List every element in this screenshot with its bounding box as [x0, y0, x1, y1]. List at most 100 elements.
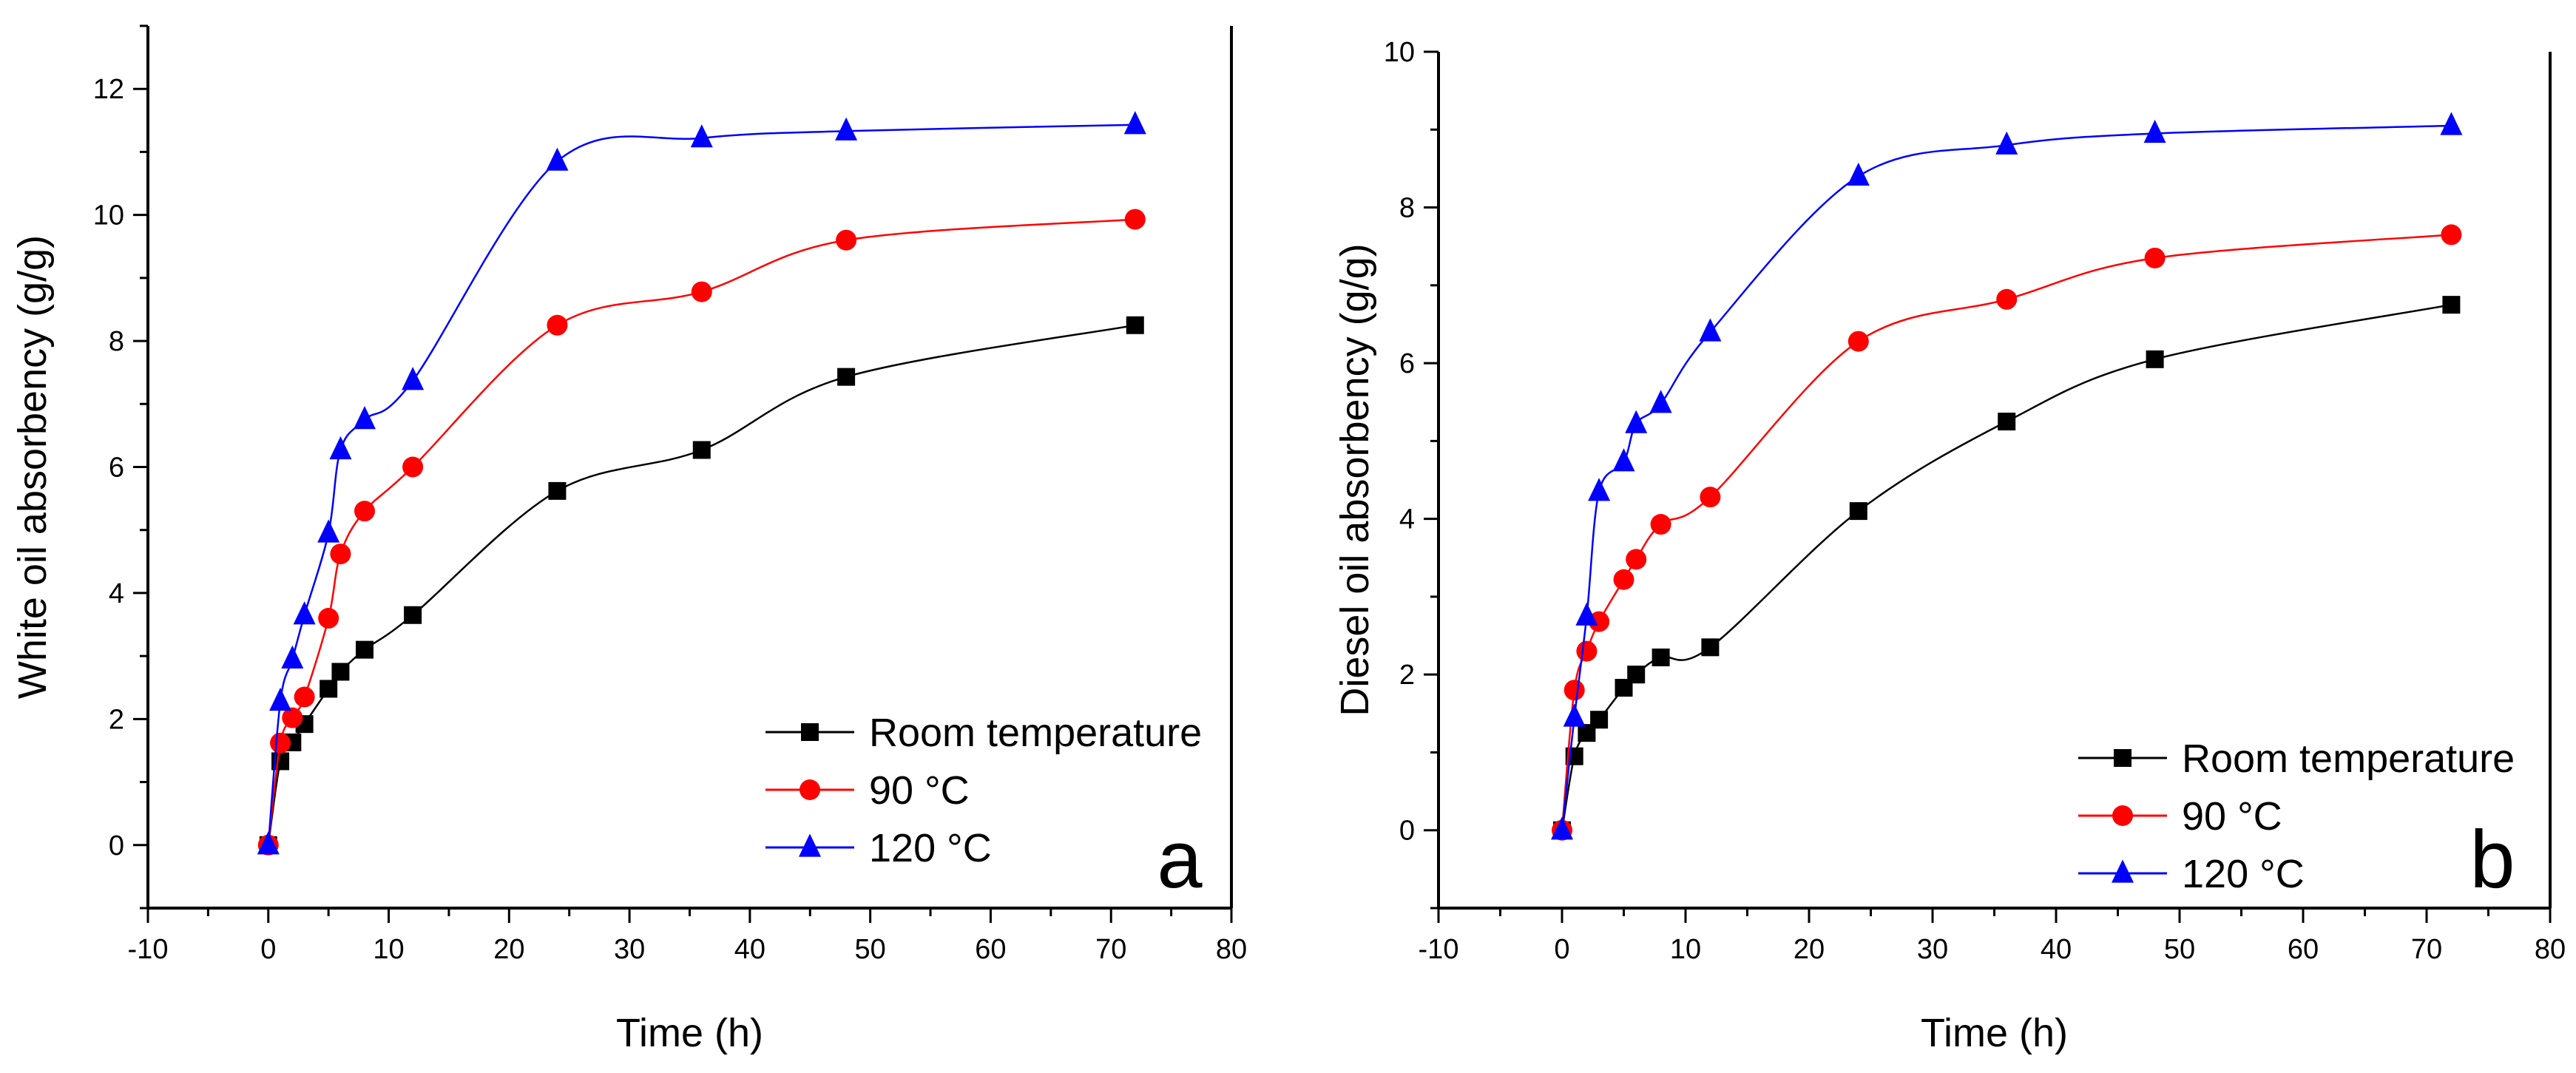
legend: Room temperature 90 °C 120 °C: [2078, 737, 2515, 896]
data-point: [269, 687, 292, 711]
data-point: [547, 314, 568, 336]
y-tick-label: 10: [93, 200, 124, 231]
x-tick-label: 40: [734, 934, 765, 965]
series-line: [1561, 124, 2452, 830]
data-point: [2143, 119, 2166, 143]
data-point: [691, 281, 712, 302]
data-point: [1626, 549, 1647, 570]
legend-marker: [801, 723, 819, 741]
data-point: [2146, 350, 2164, 368]
legend: Room temperature 90 °C 120 °C: [765, 711, 1202, 870]
x-tick-label: 20: [1794, 934, 1825, 965]
x-tick-label: 60: [975, 934, 1006, 965]
x-tick-label: 30: [1917, 934, 1948, 965]
data-point: [1563, 703, 1586, 727]
legend-marker: [2112, 805, 2133, 826]
x-tick-label: 50: [855, 934, 886, 965]
x-tick-label: 80: [2535, 934, 2566, 965]
data-point: [1996, 288, 2018, 310]
y-axis-title: White oil absorbency (g/g): [10, 235, 55, 699]
data-point: [2441, 224, 2462, 246]
panel-label: b: [2469, 814, 2515, 905]
x-tick-label: 30: [614, 934, 645, 965]
legend-label: 120 °C: [2182, 852, 2305, 896]
data-point: [1576, 640, 1598, 662]
data-point: [402, 456, 424, 478]
data-point: [257, 831, 280, 855]
y-tick-label: 6: [109, 453, 124, 484]
y-tick-label: 6: [1399, 348, 1415, 379]
data-point: [329, 436, 352, 460]
x-tick-label: 70: [1095, 934, 1126, 965]
data-point: [1563, 680, 1585, 701]
y-tick-label: 4: [1399, 504, 1415, 535]
panel-label: a: [1157, 814, 1203, 905]
data-point: [1124, 209, 1146, 230]
data-point: [692, 441, 711, 459]
series-1: [257, 209, 1146, 856]
data-point: [1612, 448, 1635, 472]
legend-label: 90 °C: [2182, 794, 2282, 839]
y-tick-label: 12: [93, 74, 124, 105]
legend-marker: [2114, 749, 2132, 767]
data-point: [317, 519, 340, 543]
x-axis-title: Time (h): [1921, 1011, 2068, 1055]
data-point: [330, 544, 351, 565]
x-tick-label: 10: [373, 934, 404, 965]
x-tick-label: 50: [2164, 934, 2195, 965]
y-tick-label: 2: [109, 704, 124, 735]
y-tick-label: 4: [109, 578, 124, 609]
data-point: [1650, 514, 1671, 535]
data-point: [293, 601, 316, 625]
legend-label: 90 °C: [869, 768, 970, 813]
data-point: [1998, 413, 2016, 431]
data-point: [282, 707, 303, 728]
data-point: [548, 481, 567, 500]
legend-label: Room temperature: [2182, 737, 2515, 781]
data-point: [281, 645, 304, 669]
panel-b: -10 0 10 20 30 40 50 60 70 80 0 2 4 6 8 10 Time (h) Diese…: [1333, 37, 2566, 1055]
x-tick-label: 60: [2288, 934, 2319, 965]
x-tick-label: 80: [1216, 934, 1247, 965]
x-tick-label: 40: [2041, 934, 2072, 965]
x-axis-title: Time (h): [616, 1011, 763, 1055]
data-point: [1613, 569, 1634, 590]
series-0: [259, 316, 1144, 854]
data-point: [2440, 112, 2463, 135]
x-tick-label: 70: [2411, 934, 2442, 965]
data-point: [1625, 410, 1648, 433]
x-tick-label: -10: [1419, 934, 1459, 965]
panel-a: -10 0 10 20 30 40 50 60 70 80 0 2 4 6 8 10 12 Time (h) Whi…: [10, 24, 1247, 1055]
data-point: [2442, 296, 2461, 314]
data-point: [1847, 162, 1870, 186]
x-tick-label: 10: [1670, 934, 1701, 965]
legend-marker: [2112, 859, 2134, 883]
y-tick-label: 8: [1399, 193, 1415, 224]
y-axis-title: Diesel oil absorbency (g/g): [1333, 243, 1377, 716]
series-2: [257, 111, 1146, 855]
data-point: [294, 686, 315, 708]
y-tick-label: 2: [1399, 660, 1415, 691]
data-point: [1590, 711, 1609, 729]
data-point: [331, 663, 350, 681]
series-2: [1551, 112, 2463, 840]
data-point: [1123, 111, 1146, 135]
data-point: [836, 229, 857, 251]
y-tick-label: 0: [109, 830, 124, 862]
series-1: [1552, 224, 2462, 841]
data-point: [835, 117, 858, 141]
data-point: [1649, 390, 1672, 413]
data-point: [1652, 649, 1670, 667]
data-point: [320, 680, 338, 698]
data-point: [1627, 666, 1646, 684]
x-tick-label: 20: [493, 934, 524, 965]
y-tick-label: 0: [1399, 816, 1415, 847]
data-point: [1849, 502, 1867, 521]
data-point: [1575, 602, 1598, 626]
data-point: [1589, 611, 1610, 632]
data-point: [1848, 331, 1869, 352]
data-point: [2144, 247, 2166, 268]
data-point: [1995, 131, 2018, 155]
data-point: [1551, 816, 1573, 840]
